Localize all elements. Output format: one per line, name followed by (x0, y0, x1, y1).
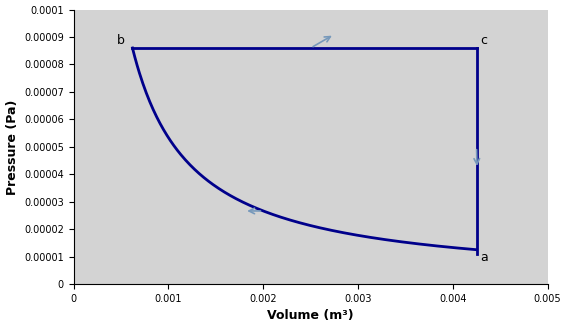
Text: a: a (480, 251, 488, 264)
X-axis label: Volume (m³): Volume (m³) (268, 309, 354, 322)
Y-axis label: Pressure (Pa): Pressure (Pa) (6, 99, 19, 195)
Text: c: c (480, 34, 487, 47)
Text: b: b (117, 34, 125, 47)
